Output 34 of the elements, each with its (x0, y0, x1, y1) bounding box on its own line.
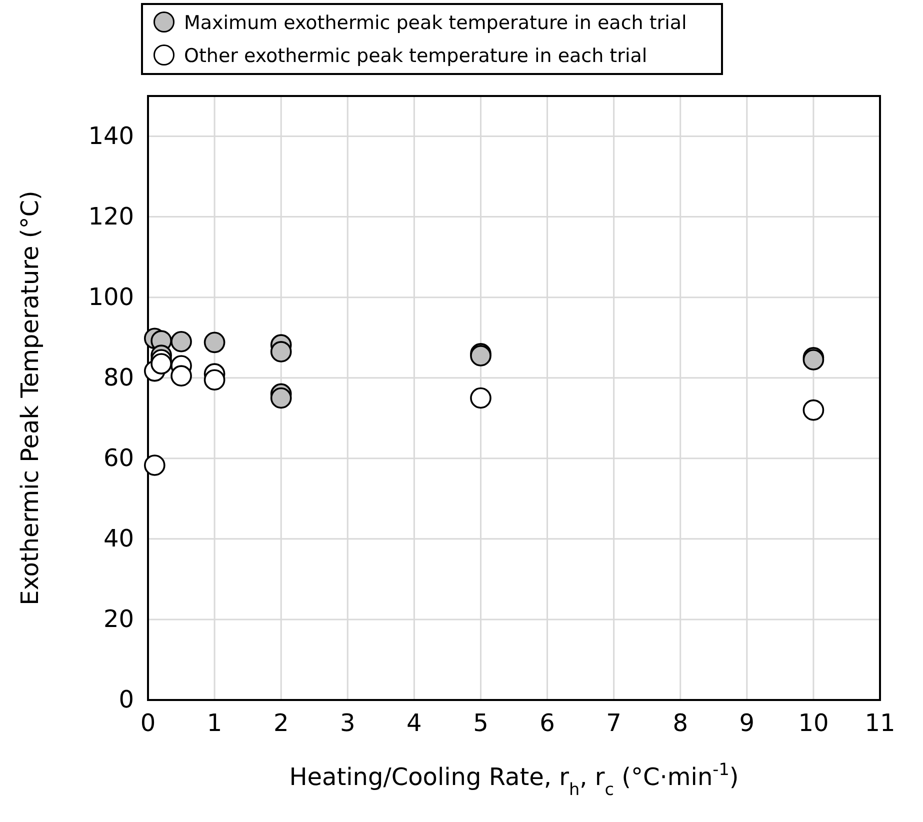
y-tick-label: 120 (88, 202, 134, 230)
x-axis-title: Heating/Cooling Rate, r$_{h}$, r$_{c}$ (°C·min$^{-1}$) (289, 759, 739, 799)
x-tick-label: 9 (739, 709, 755, 738)
point (270, 387, 292, 409)
point (470, 387, 492, 409)
x-tick-label: 8 (672, 709, 688, 738)
y-tick-label: 0 (118, 686, 134, 714)
x-tick-label: 1 (206, 709, 222, 738)
x-tick-label: 2 (273, 709, 289, 738)
y-tick-label: 40 (103, 524, 134, 553)
x-tick-label: 10 (798, 709, 829, 738)
point (150, 353, 172, 374)
x-tick-label: 4 (406, 709, 422, 738)
point (144, 454, 166, 476)
x-tick-label: 5 (473, 709, 488, 738)
x-tick-label: 6 (540, 709, 555, 738)
x-tick-label: 0 (140, 709, 156, 738)
point (204, 369, 226, 391)
x-tick-label: 11 (864, 709, 896, 738)
x-tick-label: 3 (340, 709, 356, 738)
y-tick-label: 140 (88, 122, 134, 150)
y-tick-label: 80 (103, 364, 134, 392)
legend-label: Other exothermic peak temperature in each trial (184, 45, 648, 67)
point (204, 332, 226, 354)
y-axis-title: Exothermic Peak Temperature (°C) (16, 190, 44, 606)
y-tick-label: 100 (88, 283, 134, 312)
point (270, 341, 292, 362)
point (170, 330, 192, 352)
point (802, 399, 824, 421)
point (170, 365, 192, 387)
y-tick-label: 60 (103, 444, 134, 472)
y-tick-label: 20 (103, 605, 134, 634)
legend-label: Maximum exothermic peak temperature in each trial (184, 12, 687, 34)
x-tick-label: 7 (606, 709, 622, 738)
